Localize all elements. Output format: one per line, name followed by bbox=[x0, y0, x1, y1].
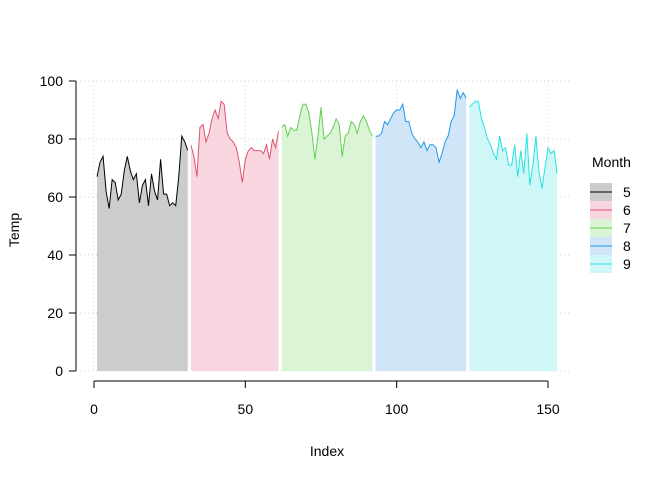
y-tick-label: 0 bbox=[55, 363, 63, 379]
y-tick-label: 80 bbox=[47, 131, 63, 147]
series-lines bbox=[96, 81, 558, 371]
x-axis-label: Index bbox=[310, 443, 344, 459]
y-axis-label: Temp bbox=[6, 213, 22, 247]
line-month-9 bbox=[468, 100, 558, 189]
x-tick-label: 0 bbox=[90, 401, 98, 417]
legend-label-8: 8 bbox=[623, 238, 631, 254]
legend-label-7: 7 bbox=[623, 220, 631, 236]
x-tick-label: 100 bbox=[385, 401, 409, 417]
area-month-8 bbox=[375, 89, 467, 371]
legend-label-6: 6 bbox=[623, 202, 631, 218]
line-month-7 bbox=[281, 103, 373, 160]
series-areas bbox=[97, 89, 558, 372]
y-tick-label: 20 bbox=[47, 305, 63, 321]
area-month-6 bbox=[190, 101, 279, 372]
x-tick-label: 50 bbox=[238, 401, 254, 417]
y-tick-label: 40 bbox=[47, 247, 63, 263]
y-tick-label: 100 bbox=[40, 73, 64, 89]
area-month-7 bbox=[281, 104, 373, 371]
line-month-8 bbox=[375, 89, 467, 165]
x-tick-label: 150 bbox=[536, 401, 560, 417]
line-month-5 bbox=[96, 134, 189, 209]
line-month-6 bbox=[190, 100, 280, 183]
legend-title: Month bbox=[592, 154, 631, 170]
y-tick-label: 60 bbox=[47, 189, 63, 205]
legend: Month 5 6 7 8 9 bbox=[590, 154, 631, 273]
area-month-5 bbox=[97, 136, 188, 371]
legend-label-9: 9 bbox=[623, 256, 631, 272]
legend-label-5: 5 bbox=[623, 184, 631, 200]
axes: 0 20 40 60 80 100 0 50 100 150 bbox=[40, 73, 560, 417]
area-month-9 bbox=[469, 101, 558, 372]
